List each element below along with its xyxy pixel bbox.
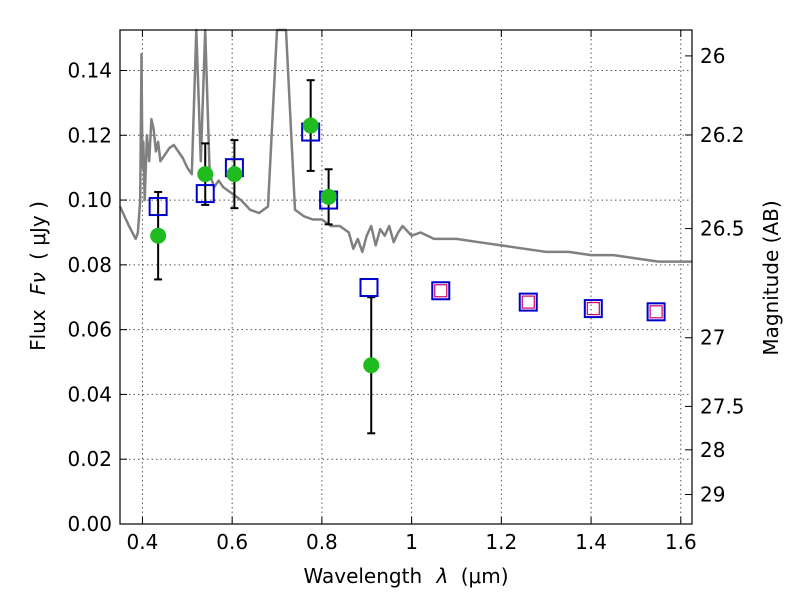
y-axis-unit: ( μJy ) [26,201,50,260]
model-square [583,299,603,319]
x-tick-label: 0.8 [306,530,338,554]
model-square [646,302,666,322]
magnitude-tick-label: 27 [700,326,725,350]
model-inner-square [434,284,448,298]
x-tick-label: 0.6 [216,530,248,554]
x-axis-title: Wavelength λ (μm) [303,564,508,588]
magnitude-tick-label: 26.5 [700,217,745,241]
model-inner-square [521,295,535,309]
error-bars [154,79,376,435]
y-tick-label: 0.14 [67,58,112,82]
observed-point [226,166,243,183]
magnitude-axis-ticks: 26 26.2 26.5 27 27.5 28 29 [685,44,745,507]
y-tick-label: 0.00 [67,512,112,536]
model-square [195,184,215,204]
x-axis-ticks: 0.4 0.6 0.8 1 1.2 1.4 1.6 [127,30,697,554]
y-tick-label: 0.04 [67,382,112,406]
magnitude-tick-label: 26.2 [700,123,745,147]
x-tick-label: 1 [405,530,418,554]
y-tick-label: 0.10 [67,188,112,212]
model-square [518,292,538,312]
y-tick-label: 0.12 [67,123,112,147]
x-tick-label: 1.6 [665,530,697,554]
y-axis-symbol: Fν [26,272,50,295]
y-tick-label: 0.02 [67,447,112,471]
y-tick-label: 0.06 [67,318,112,342]
magnitude-tick-label: 28 [700,438,725,462]
observed-points-layer [150,117,380,374]
y-axis-ticks: 0.00 0.02 0.04 0.06 0.08 0.10 0.12 0.14 [67,58,127,536]
observed-point [320,188,337,205]
observed-point [363,357,380,374]
y-axis-title: Flux Fν ( μJy ) [26,201,50,351]
model-square [359,278,379,298]
observed-point [150,227,167,244]
magnitude-tick-label: 29 [700,483,725,507]
x-tick-label: 1.4 [575,530,607,554]
model-inner-square [586,301,600,316]
y-tick-label: 0.08 [67,253,112,277]
model-square [431,281,451,301]
y-axis-label: Flux [26,309,50,351]
y2-axis-title: Magnitude (AB) [759,200,783,355]
x-axis-unit: (μm) [461,564,509,588]
x-tick-label: 1.2 [485,530,517,554]
observed-point [302,117,319,134]
magnitude-tick-label: 27.5 [700,394,745,418]
grid-lines [120,30,692,525]
model-square [148,197,168,217]
x-axis-label: Wavelength [303,564,422,588]
plot-frame [119,29,693,525]
x-axis-symbol: λ [436,564,449,588]
magnitude-tick-label: 26 [700,44,725,68]
model-photometry-layer [148,122,666,322]
x-tick-label: 0.4 [127,530,159,554]
observed-point [197,166,214,183]
model-inner-square [649,305,663,319]
